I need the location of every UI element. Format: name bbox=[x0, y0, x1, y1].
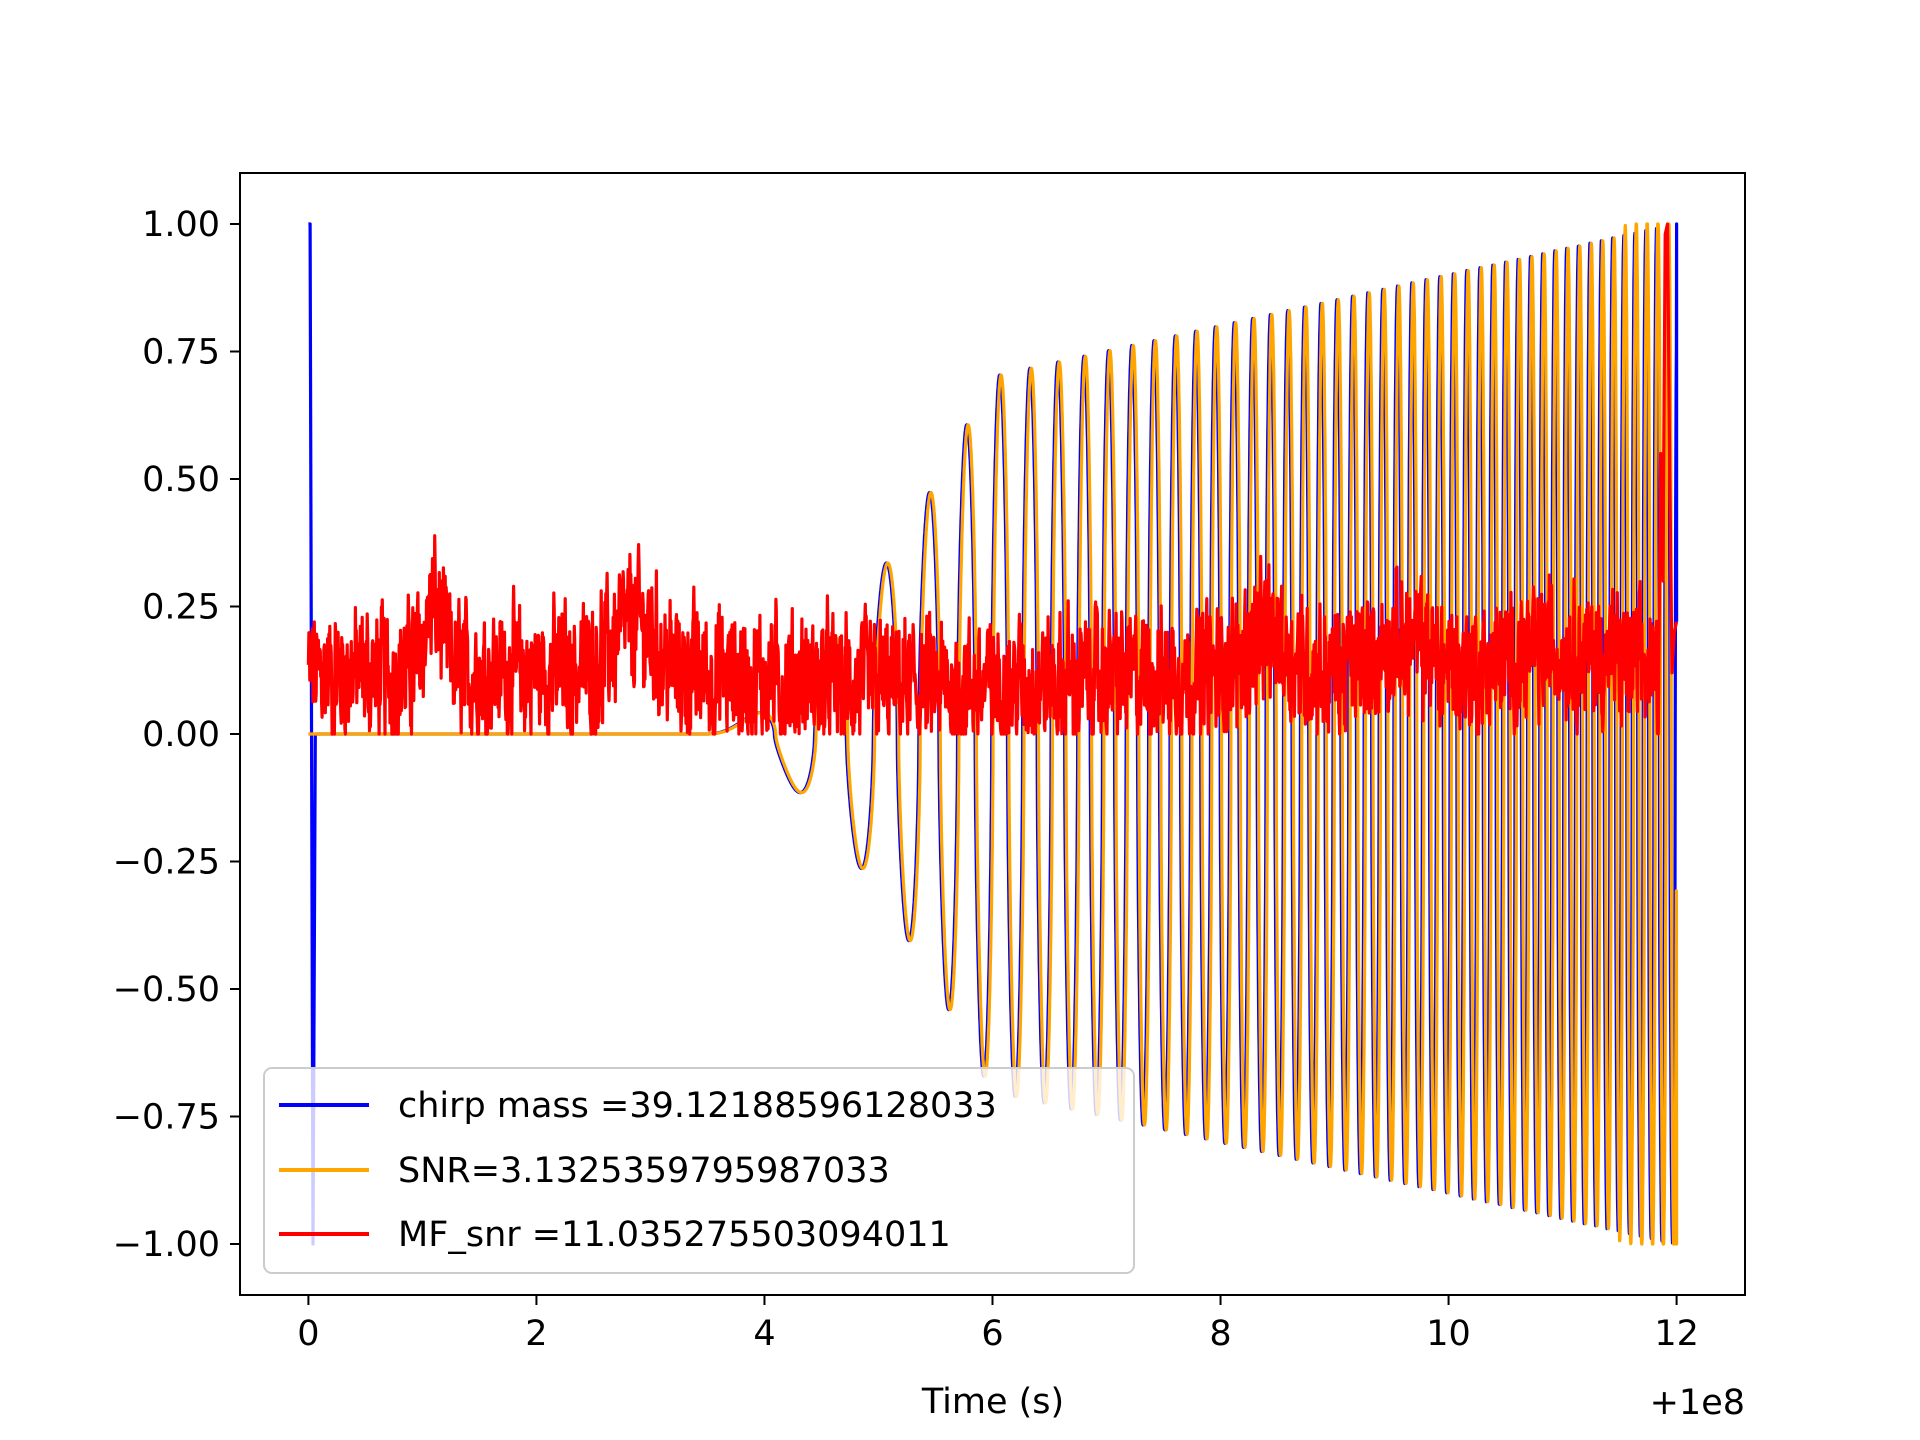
y-tick-label: −1.00 bbox=[113, 1225, 220, 1265]
y-tick-label: 0.75 bbox=[142, 333, 220, 373]
x-tick-label: 10 bbox=[1426, 1314, 1471, 1354]
x-tick-label: 8 bbox=[1209, 1314, 1231, 1354]
legend: chirp mass =39.12188596128033 SNR=3.1325… bbox=[263, 1067, 1135, 1274]
x-tick-label: 4 bbox=[753, 1314, 775, 1354]
x-tick-label: 2 bbox=[525, 1314, 547, 1354]
legend-box bbox=[263, 1067, 1135, 1274]
y-tick-label: −0.50 bbox=[113, 970, 220, 1010]
plot-area bbox=[306, 222, 1679, 1246]
y-tick-label: 0.25 bbox=[142, 588, 220, 628]
series-line-mf-snr bbox=[306, 222, 1679, 736]
x-tick-label: 12 bbox=[1654, 1314, 1699, 1354]
y-tick-label: 0.00 bbox=[142, 715, 220, 755]
x-axis-label: Time (s) bbox=[921, 1382, 1064, 1422]
x-tick-label: 6 bbox=[981, 1314, 1003, 1354]
y-tick-label: 1.00 bbox=[142, 205, 220, 245]
x-tick-label: 0 bbox=[297, 1314, 319, 1354]
legend-label-chirp-mass: chirp mass =39.12188596128033 bbox=[398, 1086, 997, 1126]
y-tick-label: −0.25 bbox=[113, 843, 220, 883]
axis-ticks: 0 2 4 6 8 10 12 1.00 0.75 0.50 0.25 0.00 −0.25 −0.50 −… bbox=[113, 205, 1699, 1354]
series-group bbox=[306, 222, 1679, 1246]
legend-label-mf-snr: MF_snr =11.035275503094011 bbox=[398, 1215, 951, 1255]
y-tick-label: −0.75 bbox=[113, 1098, 220, 1138]
legend-label-snr: SNR=3.1325359795987033 bbox=[398, 1151, 890, 1191]
x-offset-label: +1e8 bbox=[1650, 1383, 1745, 1423]
y-tick-label: 0.50 bbox=[142, 460, 220, 500]
